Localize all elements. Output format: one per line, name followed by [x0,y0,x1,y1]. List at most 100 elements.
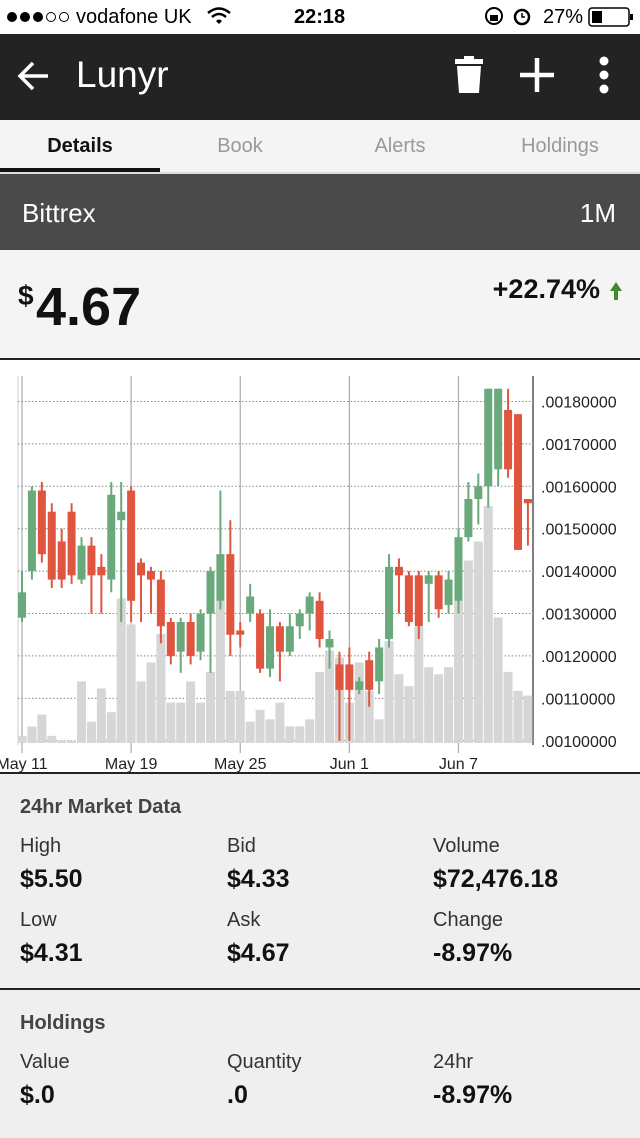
volume-bar [523,695,533,743]
candle-body [523,499,532,504]
app-bar: Lunyr [0,34,640,120]
candle-body [335,664,344,690]
volume-bar [186,681,196,743]
volume-bar [245,721,255,743]
candle-body [107,494,116,580]
delete-button[interactable] [455,56,483,94]
candle-body [77,545,86,580]
candle-body [226,554,235,635]
status-bar: vodafone UK 22:18 27% [0,0,640,34]
volume-bar [176,702,186,743]
stat-value: -8.97% [433,1081,513,1109]
volume-bar [295,726,305,743]
x-tick-label: May 19 [105,756,158,772]
stat-label: Volume [433,835,500,857]
candle-body [27,490,36,572]
stat-value: $5.50 [20,865,83,893]
add-button[interactable] [518,56,556,94]
candle-body [385,566,394,639]
holdings: Holdings Value $.0 Quantity .0 24hr -8.9… [0,990,640,1138]
time-range[interactable]: 1M [579,198,616,228]
up-arrow [610,282,622,300]
back-button[interactable] [16,58,52,94]
stat-label: Change [433,909,504,931]
y-tick-label: .00120000 [541,649,617,666]
battery [588,7,633,27]
candle-body [216,554,225,601]
candle-body [494,388,503,470]
wifi [207,7,231,24]
candle-body [414,575,423,627]
candle-body [97,566,106,576]
stat-value: $4.31 [20,939,83,967]
volume-bar [57,740,67,743]
exchange-name[interactable]: Bittrex [22,198,96,228]
volume-bar [513,690,523,743]
tab-indicator [0,168,160,172]
signal [7,12,69,22]
volume-bar [374,719,384,743]
carrier: vodafone UK [76,6,192,28]
volume-bar [205,671,215,743]
candle-body [365,660,374,690]
candle-body [305,596,314,614]
candle-body [474,486,483,499]
app-title: Lunyr [76,54,169,95]
y-tick-label: .00130000 [541,607,617,624]
stat-label: 24hr [433,1051,474,1073]
candle-body [166,622,175,656]
x-tick-label: Jun 7 [439,756,478,772]
candle-body [206,571,215,614]
volume-bar [463,560,473,743]
volume-bar [146,662,156,743]
volume-bar [364,690,374,743]
tab[interactable]: Holdings [521,135,599,157]
volume-bar [315,671,325,743]
volume-bar [86,721,96,743]
volume-bar [473,541,483,743]
candle-body [266,626,274,669]
candle-body [424,575,433,584]
section-title: 24hr Market Data [20,796,182,818]
candle-body [355,681,364,690]
stat-label: Bid [227,835,256,857]
volume-bar [126,624,136,743]
candle-body [285,626,294,652]
volume-bar [136,681,146,743]
volume-bar [37,714,47,743]
candle-body [146,571,155,580]
volume-bar [67,740,77,743]
volume-bar [305,719,315,743]
volume-bar [325,650,335,743]
x-tick-label: May 11 [0,756,48,772]
y-tick-label: .00160000 [541,479,617,496]
volume-bar [255,709,265,743]
candle-body [117,511,126,521]
stat-value: .0 [227,1081,248,1109]
price-currency: $ [18,280,34,311]
candle-body [127,490,136,601]
battery-level: 27% [543,6,584,28]
tab[interactable]: Alerts [374,135,426,157]
section-title: Holdings [20,1012,106,1034]
stat-label: Ask [227,909,261,931]
divider [0,772,640,774]
tab[interactable]: Book [217,135,263,157]
volume-bar [493,617,503,743]
volume-bar [414,626,424,743]
tab-bar: Details Book Alerts Holdings [0,120,640,174]
x-tick-label: May 25 [214,756,267,772]
volume-bar [156,633,166,743]
candle-body [176,622,185,652]
volume-bar [17,735,27,743]
candle-body [137,562,146,576]
stat-label: Value [20,1051,70,1073]
volume-bar [106,712,116,743]
volume-bar [394,674,404,743]
volume-bar [47,735,57,743]
candle-body [404,575,413,622]
volume-bar [196,702,206,743]
more-button[interactable] [596,56,612,96]
volume-bar [225,690,235,743]
tab[interactable]: Details [47,135,113,157]
